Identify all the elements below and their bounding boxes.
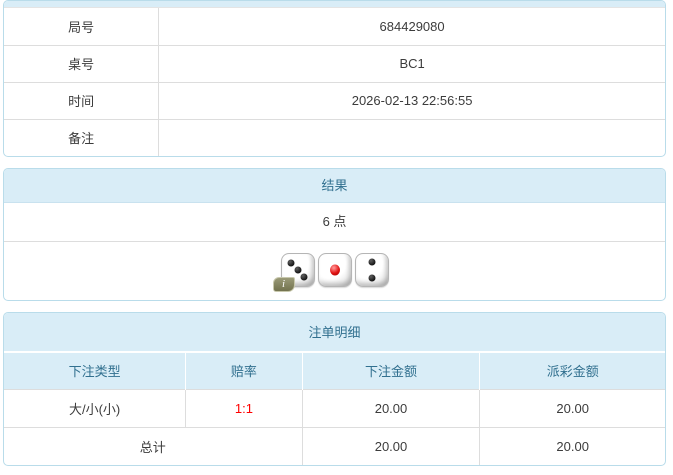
table-row: 大/小(小) 1:1 20.00 20.00 xyxy=(4,388,665,427)
bet-details-panel: 注单明细 下注类型 赔率 下注金额 派彩金额 大/小(小) 1:1 20.00 … xyxy=(3,312,666,466)
table-header-row: 下注类型 赔率 下注金额 派彩金额 xyxy=(4,353,665,389)
col-odds: 赔率 xyxy=(185,353,303,389)
time-label: 时间 xyxy=(4,81,160,119)
table-row: 局号 684429080 xyxy=(4,8,665,45)
bet-type-cell: 大/小(小) xyxy=(4,388,186,427)
total-bet-amount: 20.00 xyxy=(301,426,480,465)
info-icon[interactable]: i xyxy=(272,277,295,292)
table-number-value: BC1 xyxy=(158,44,665,82)
col-bet-type: 下注类型 xyxy=(4,353,186,389)
time-value: 2026-02-13 22:56:55 xyxy=(158,81,665,119)
result-panel-title: 结果 xyxy=(4,169,665,203)
bet-amount-cell: 20.00 xyxy=(301,388,480,427)
die-pip xyxy=(287,259,295,267)
table-number-label: 桌号 xyxy=(4,44,160,82)
game-info-panel: 局号 684429080 桌号 BC1 时间 2026-02-13 22:56:… xyxy=(3,0,666,157)
col-bet-amount: 下注金额 xyxy=(301,353,480,389)
total-label: 总计 xyxy=(4,426,303,465)
table-row: 桌号 BC1 xyxy=(4,44,665,82)
table-row: 备注 xyxy=(4,118,665,156)
payout-amount-cell: 20.00 xyxy=(479,388,665,427)
remark-value xyxy=(158,118,665,156)
table-row: 时间 2026-02-13 22:56:55 xyxy=(4,81,665,119)
dice-row: i xyxy=(4,242,665,300)
cutoff-header-strip xyxy=(4,1,665,8)
remark-label: 备注 xyxy=(4,118,160,156)
die-pip xyxy=(368,258,375,266)
result-panel: 结果 6 点 i xyxy=(3,168,666,301)
bet-details-table: 下注类型 赔率 下注金额 派彩金额 大/小(小) 1:1 20.00 20.00… xyxy=(4,353,665,465)
die-3-value-2 xyxy=(354,253,389,287)
die-pip xyxy=(294,266,301,274)
odds-cell: 1:1 xyxy=(185,388,303,427)
round-number-label: 局号 xyxy=(4,8,160,45)
die-pip xyxy=(329,264,340,276)
col-payout-amount: 派彩金额 xyxy=(479,353,665,389)
game-info-table: 局号 684429080 桌号 BC1 时间 2026-02-13 22:56:… xyxy=(4,8,665,156)
total-row: 总计 20.00 20.00 xyxy=(4,426,665,465)
die-1-value-3: i xyxy=(272,253,315,292)
total-payout-amount: 20.00 xyxy=(479,426,665,465)
round-number-value: 684429080 xyxy=(379,18,445,34)
die-2-value-1 xyxy=(317,253,352,287)
result-points: 6 点 xyxy=(4,203,665,242)
die-image xyxy=(354,253,389,287)
bet-details-title: 注单明细 xyxy=(4,313,665,353)
die-pip xyxy=(368,274,375,282)
die-pip xyxy=(300,273,308,281)
die-image xyxy=(317,253,352,287)
